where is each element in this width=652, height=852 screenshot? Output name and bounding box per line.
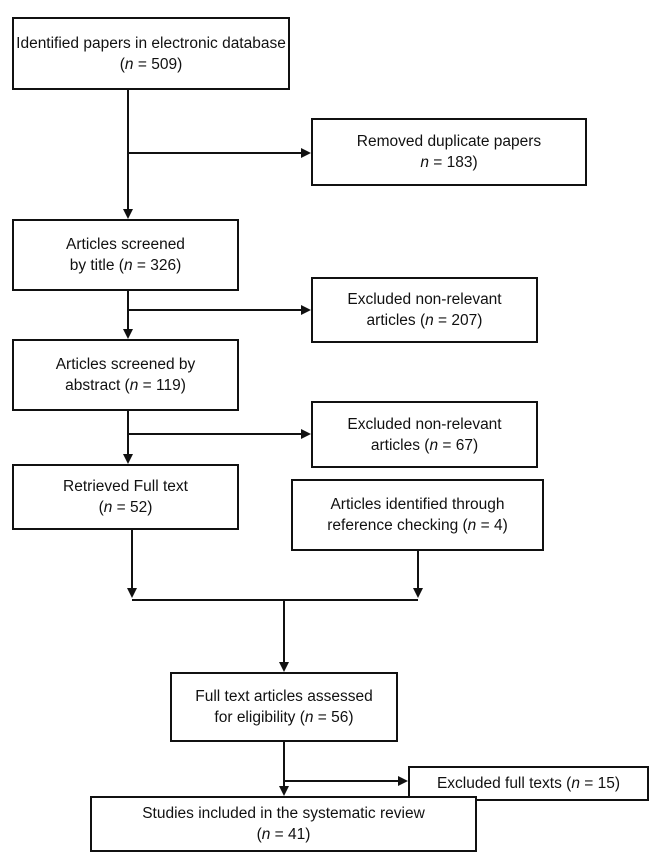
text-segment: Full text articles assessed	[195, 688, 373, 705]
arrowhead-to-eligibility	[279, 662, 289, 672]
arrowhead-to-duplicates	[301, 148, 311, 158]
arrowhead-to-title	[123, 209, 133, 219]
excluded-by-abstract-box: Excluded non-relevant articles (n = 67)	[311, 401, 538, 468]
text-segment: Excluded non-relevant	[347, 415, 502, 433]
eligibility-assessment-box: Full text articles assessed for eligibili…	[170, 672, 398, 742]
text-segment: Articles screened	[66, 236, 185, 253]
node-text-line: articles (n = 67)	[371, 435, 478, 456]
italic-n: n	[467, 517, 477, 534]
node-text-line: (n = 509)	[120, 54, 182, 75]
node-text-line: Articles identified through	[330, 494, 504, 515]
text-segment: abstract (	[65, 377, 130, 394]
text-segment: = 15)	[579, 775, 621, 792]
reference-checking-box: Articles identified through reference che…	[291, 479, 544, 551]
text-segment: = 509)	[133, 55, 183, 73]
text-segment: (	[256, 826, 262, 843]
screened-by-abstract-box: Articles screened by abstract (n = 119)	[12, 339, 239, 411]
text-segment: = 41)	[270, 826, 311, 843]
node-text-line: Excluded non-relevant	[347, 289, 501, 310]
node-text-line: reference checking (n = 4)	[327, 515, 508, 536]
node-text-line: (n = 41)	[257, 824, 311, 845]
node-text-line: Excluded non-relevant	[347, 414, 501, 435]
text-segment: (	[119, 55, 125, 73]
text-segment: (	[98, 499, 104, 516]
text-segment: = 207)	[433, 312, 483, 329]
node-text-line: for eligibility (n = 56)	[214, 707, 353, 728]
arrowhead-to-excluded-title	[301, 305, 311, 315]
text-segment: = 4)	[476, 517, 508, 534]
arrowhead-fulltext-merge	[127, 588, 137, 598]
italic-n: n	[103, 499, 113, 516]
text-segment: Identified papers in electronic database	[16, 34, 286, 52]
arrowhead-reference-merge	[413, 588, 423, 598]
text-segment: articles (	[370, 436, 430, 454]
italic-n: n	[304, 709, 314, 726]
text-segment: = 52)	[112, 499, 153, 516]
italic-n: n	[123, 257, 133, 274]
italic-n: n	[124, 55, 134, 73]
text-segment: by title (	[69, 257, 124, 274]
node-text-line: by title (n = 326)	[70, 255, 182, 276]
node-text-line: abstract (n = 119)	[65, 375, 186, 396]
node-text-line: articles (n = 207)	[367, 310, 483, 331]
italic-n: n	[261, 826, 271, 843]
text-segment: for eligibility (	[214, 709, 305, 726]
excluded-full-texts-box: Excluded full texts (n = 15)	[408, 766, 649, 801]
identified-papers-box: Identified papers in electronic database…	[12, 17, 290, 90]
node-text-line: Retrieved Full text	[63, 476, 188, 497]
included-studies-box: Studies included in the systematic revie…	[90, 796, 477, 852]
arrowhead-to-excluded-abstract	[301, 429, 311, 439]
text-segment: Removed duplicate papers	[356, 133, 542, 150]
removed-duplicates-box: Removed duplicate papers n = 183)	[311, 118, 587, 186]
text-segment: Excluded full texts (	[436, 775, 572, 792]
text-segment: Retrieved Full text	[63, 478, 188, 495]
text-segment: = 119)	[138, 377, 186, 394]
arrowhead-to-abstract	[123, 329, 133, 339]
node-text-line: Identified papers in electronic database	[16, 33, 286, 54]
node-text-line: Excluded full texts (n = 15)	[437, 773, 620, 794]
text-segment: Studies included in the systematic revie…	[142, 805, 425, 822]
italic-n: n	[425, 312, 434, 329]
text-segment: articles (	[366, 312, 426, 329]
text-segment: = 183)	[428, 154, 478, 171]
italic-n: n	[420, 154, 429, 171]
excluded-by-title-box: Excluded non-relevant articles (n = 207)	[311, 277, 538, 343]
screened-by-title-box: Articles screened by title (n = 326)	[12, 219, 239, 291]
text-segment: = 67)	[438, 436, 479, 454]
italic-n: n	[571, 775, 580, 792]
node-text-line: Articles screened	[66, 234, 185, 255]
text-segment: Articles identified through	[330, 496, 505, 513]
retrieved-full-text-box: Retrieved Full text (n = 52)	[12, 464, 239, 530]
arrowhead-to-excluded-full	[398, 776, 408, 786]
node-text-line: Articles screened by	[56, 354, 196, 375]
node-text-line: (n = 52)	[99, 497, 153, 518]
arrowhead-to-fulltext	[123, 454, 133, 464]
text-segment: Excluded non-relevant	[347, 291, 502, 308]
node-text-line: Studies included in the systematic revie…	[142, 803, 425, 824]
arrowhead-to-included	[279, 786, 289, 796]
node-text-line: Full text articles assessed	[195, 686, 372, 707]
italic-n: n	[129, 377, 139, 394]
italic-n: n	[429, 436, 439, 454]
node-text-line: Removed duplicate papers	[357, 131, 541, 152]
text-segment: reference checking (	[327, 517, 468, 534]
text-segment: = 326)	[132, 257, 182, 274]
text-segment: Articles screened by	[55, 356, 196, 373]
text-segment: = 56)	[313, 709, 354, 726]
node-text-line: n = 183)	[420, 152, 477, 173]
